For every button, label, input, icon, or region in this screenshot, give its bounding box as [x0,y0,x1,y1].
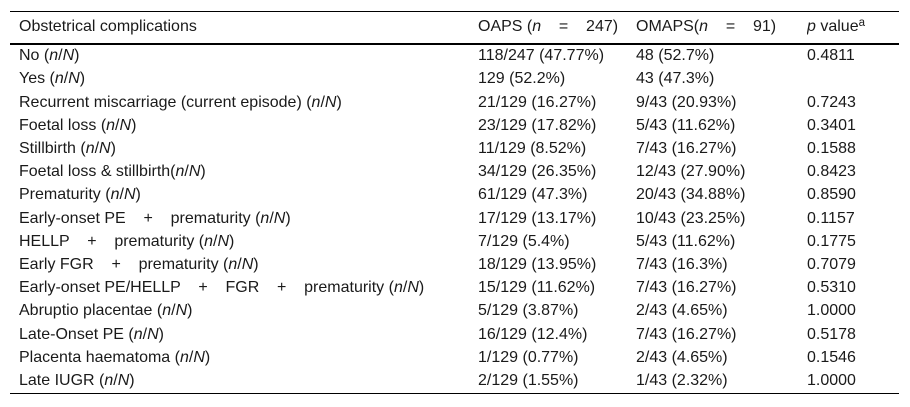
omaps-value: 1/43 (2.32%) [636,371,728,389]
complication-label: HELLP + prematurity (n/N) [19,232,235,250]
table-header-row: Obstetrical complications OAPS (n = 247)… [10,11,899,45]
oaps-value: 118/247 (47.77%) [478,47,605,65]
oaps-value: 11/129 (8.52%) [478,140,587,158]
oaps-value: 61/129 (47.3%) [478,186,588,204]
omaps-value: 10/43 (23.25%) [636,209,746,227]
table-body: No (n/N) 118/247 (47.77%) 48 (52.7%) 0.4811… [10,44,899,393]
oaps-value: 23/129 (17.82%) [478,116,597,134]
obstetrical-complications-table: Obstetrical complications OAPS (n = 247)… [10,11,899,394]
table-row: Placenta haematoma (n/N) 1/129 (0.77%) 2/4… [10,346,899,369]
p-value: 0.1546 [807,348,856,366]
omaps-value: 2/43 (4.65%) [636,348,728,366]
p-value: 1.0000 [807,371,856,389]
p-value: 1.0000 [807,302,856,320]
oaps-value: 2/129 (1.55%) [478,371,579,389]
p-value: 0.5178 [807,325,856,343]
complication-label: Foetal loss (n/N) [19,116,137,134]
complication-label: Recurrent miscarriage (current episode) … [19,93,342,111]
table-row: Late-Onset PE (n/N) 16/129 (12.4%) 7/43 (1… [10,323,899,346]
p-value: 0.1157 [807,209,855,227]
column-header-oaps: OAPS (n = 247) [478,11,636,45]
omaps-value: 7/43 (16.3%) [636,255,728,273]
oaps-value: 5/129 (3.87%) [478,302,579,320]
complications-table-container: Obstetrical complications OAPS (n = 247)… [10,11,899,394]
table-row: Foetal loss & stillbirth(n/N) 34/129 (26.… [10,161,899,184]
complication-label: Early-onset PE + prematurity (n/N) [19,209,291,227]
p-value: 0.7079 [807,255,856,273]
p-value: 0.8590 [807,186,856,204]
oaps-value: 15/129 (11.62%) [478,279,596,297]
table-row: Early FGR + prematurity (n/N) 18/129 (13.… [10,254,899,277]
table-header: Obstetrical complications OAPS (n = 247)… [10,11,899,45]
omaps-value: 9/43 (20.93%) [636,93,737,111]
complication-label: No (n/N) [19,47,80,65]
oaps-value: 34/129 (26.35%) [478,163,597,181]
p-value [807,68,899,91]
omaps-value: 43 (47.3%) [636,70,715,88]
table-row: Stillbirth (n/N) 11/129 (8.52%) 7/43 (16.2… [10,138,899,161]
table-row: Late IUGR (n/N) 2/129 (1.55%) 1/43 (2.32%)… [10,370,899,394]
p-value: 0.5310 [807,279,856,297]
table-row: HELLP + prematurity (n/N) 7/129 (5.4%) 5/4… [10,231,899,254]
p-value: 0.1588 [807,140,856,158]
column-header-omaps: OMAPS(n = 91) [636,11,807,45]
complication-label: Late IUGR (n/N) [19,371,135,389]
complication-label: Placenta haematoma (n/N) [19,348,211,366]
p-value: 0.8423 [807,163,856,181]
omaps-value: 48 (52.7%) [636,47,715,65]
complication-label: Abruptio placentae (n/N) [19,302,193,320]
p-value: 0.1775 [807,232,856,250]
complication-label: Foetal loss & stillbirth(n/N) [19,163,206,181]
oaps-value: 18/129 (13.95%) [478,255,597,273]
omaps-value: 7/43 (16.27%) [636,325,737,343]
complication-label: Late-Onset PE (n/N) [19,325,164,343]
complication-label: Early FGR + prematurity (n/N) [19,255,259,273]
complication-label: Stillbirth (n/N) [19,140,116,158]
oaps-value: 21/129 (16.27%) [478,93,597,111]
column-header-p-value: p valuea [807,11,899,45]
omaps-value: 5/43 (11.62%) [636,232,736,250]
table-row: Prematurity (n/N) 61/129 (47.3%) 20/43 (34… [10,184,899,207]
table-row: Early-onset PE + prematurity (n/N) 17/129… [10,207,899,230]
table-row: Foetal loss (n/N) 23/129 (17.82%) 5/43 (11… [10,115,899,138]
oaps-value: 7/129 (5.4%) [478,232,570,250]
p-value: 0.4811 [807,47,855,65]
column-header-complications: Obstetrical complications [10,11,478,45]
table-row: Recurrent miscarriage (current episode) … [10,91,899,114]
complication-label: Prematurity (n/N) [19,186,141,204]
omaps-value: 7/43 (16.27%) [636,279,737,297]
table-row: Abruptio placentae (n/N) 5/129 (3.87%) 2/4… [10,300,899,323]
table-row: Early-onset PE/HELLP + FGR + prematurity… [10,277,899,300]
table-row: Yes (n/N) 129 (52.2%) 43 (47.3%) [10,68,899,91]
omaps-value: 7/43 (16.27%) [636,140,737,158]
table-row: No (n/N) 118/247 (47.77%) 48 (52.7%) 0.4811 [10,44,899,68]
oaps-value: 17/129 (13.17%) [478,209,597,227]
p-value: 0.7243 [807,93,856,111]
omaps-value: 2/43 (4.65%) [636,302,728,320]
oaps-value: 1/129 (0.77%) [478,348,579,366]
oaps-value: 16/129 (12.4%) [478,325,588,343]
omaps-value: 20/43 (34.88%) [636,186,746,204]
p-value: 0.3401 [807,116,856,134]
oaps-value: 129 (52.2%) [478,70,566,88]
omaps-value: 5/43 (11.62%) [636,116,736,134]
complication-label: Yes (n/N) [19,70,86,88]
complication-label: Early-onset PE/HELLP + FGR + prematurity… [19,279,425,297]
omaps-value: 12/43 (27.90%) [636,163,746,181]
